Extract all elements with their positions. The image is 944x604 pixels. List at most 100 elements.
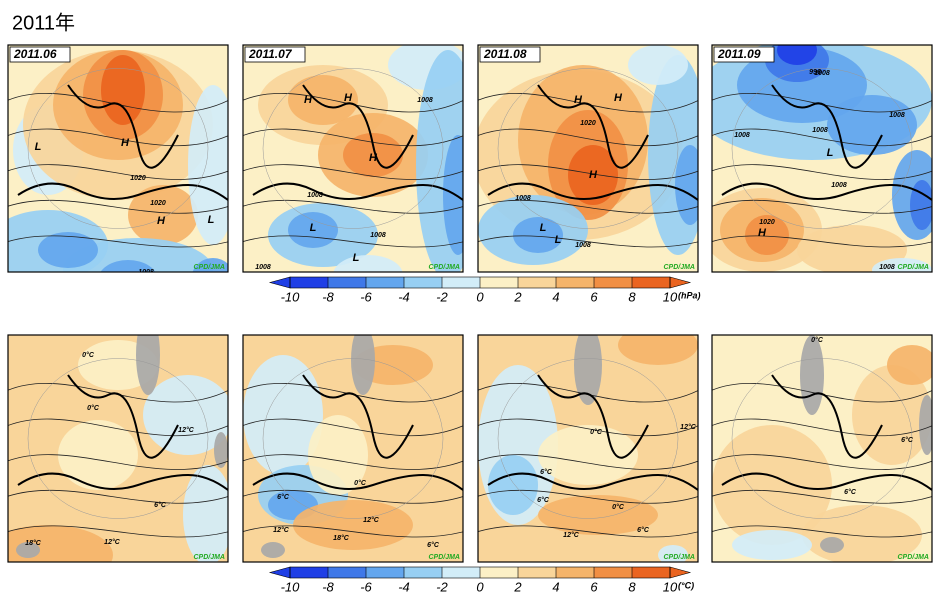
anomaly-area — [63, 238, 213, 272]
anomaly-area — [628, 45, 688, 85]
contour-label: 0°C — [87, 404, 100, 412]
panel-label-box — [244, 46, 306, 63]
contour-line — [712, 454, 932, 470]
colorbar-tick-label: -8 — [322, 289, 334, 304]
contour-label: 6°C — [540, 468, 553, 476]
contour-line — [8, 454, 228, 470]
anomaly-area — [101, 55, 145, 125]
contour-line — [712, 489, 932, 504]
panel-frame — [711, 44, 933, 273]
colorbar-segment — [442, 277, 480, 288]
anomaly-area — [568, 145, 618, 205]
panel-frame — [242, 334, 464, 563]
contour-line — [712, 525, 932, 538]
contour-label: 6°C — [277, 493, 290, 501]
colorbar-tick-label: -8 — [322, 579, 334, 594]
colorbar-tick-label: -4 — [398, 579, 410, 594]
contour-label: 6°C — [427, 541, 440, 549]
anomaly-area — [192, 258, 228, 272]
contour-line — [243, 525, 463, 538]
anomaly-area — [872, 258, 932, 272]
colorbar-segment — [632, 277, 670, 288]
figure-title: 2011年 — [12, 11, 75, 34]
contour-label: 1008 — [370, 232, 386, 239]
colorbar-tick-label: -2 — [436, 579, 448, 594]
colorbar-segment — [328, 277, 366, 288]
colorbar-tick-label: 2 — [513, 579, 522, 594]
colorbar-segment — [442, 567, 480, 578]
colorbar-tick-label: 6 — [590, 579, 598, 594]
anomaly-area — [58, 420, 138, 490]
anomaly-area — [732, 530, 812, 560]
anomaly-area — [188, 85, 228, 245]
colorbar-tick-label: 8 — [628, 579, 636, 594]
contour-line — [478, 525, 698, 538]
contour-label: 0°C — [811, 336, 824, 344]
colorbar-unit: (°C) — [678, 580, 694, 590]
credit-label: CPD/JMA — [428, 554, 460, 561]
colorbar-tick-label: -4 — [398, 289, 410, 304]
coastline — [487, 84, 698, 201]
colorbar-end — [669, 276, 692, 289]
contour-label: L — [310, 222, 317, 234]
anomaly-area — [443, 135, 463, 255]
anomaly-area — [488, 455, 538, 515]
colorbar-segment — [556, 567, 594, 578]
colorbar-segment — [366, 277, 404, 288]
latitude-circle — [27, 68, 209, 229]
contour-line — [712, 418, 932, 437]
colorbar-segment — [480, 277, 518, 288]
contour-label: 1008 — [879, 264, 895, 271]
contour-line — [243, 489, 463, 504]
contour-label: 1008 — [889, 112, 905, 119]
colorbar-end — [268, 566, 291, 579]
contour-label: L — [827, 147, 834, 159]
anomaly-area — [538, 425, 638, 485]
colorbar-tick-label: 4 — [552, 289, 559, 304]
contour-label: 1008 — [255, 264, 271, 271]
contour-label: 0°C — [612, 503, 625, 511]
colorbar-tick-label: -10 — [281, 289, 301, 304]
colorbar-segment — [404, 567, 442, 578]
contour-line — [243, 454, 463, 470]
contour-label: H — [369, 152, 378, 164]
colorbar-unit: (hPa) — [678, 290, 701, 300]
contour-label: 1008 — [831, 182, 847, 189]
contour-line — [8, 164, 228, 180]
contour-label: L — [353, 252, 360, 264]
contour-label: 1020 — [580, 120, 596, 127]
anomaly-area — [910, 180, 932, 230]
contour-label: H — [121, 137, 130, 149]
contour-label: H — [589, 169, 598, 181]
contour-label: 0°C — [82, 351, 95, 359]
panel-frame — [711, 334, 933, 563]
colorbar-segment — [594, 277, 632, 288]
coastline — [17, 84, 228, 201]
colorbar-segment — [366, 567, 404, 578]
colorbar-segment — [518, 567, 556, 578]
contour-label: H — [574, 94, 583, 106]
contour-label: 1008 — [307, 192, 323, 199]
contour-label: 12°C — [363, 516, 380, 524]
contour-label: 6°C — [901, 436, 914, 444]
colorbar-tick-label: -6 — [360, 289, 372, 304]
colorbar-end — [268, 276, 291, 289]
contour-label: 12°C — [563, 531, 580, 539]
contour-label: 1008 — [812, 127, 828, 134]
contour-label: 1008 — [138, 269, 154, 276]
coastline — [252, 374, 463, 491]
contour-line — [8, 418, 228, 437]
colorbar-segment — [290, 567, 328, 578]
anomaly-area — [16, 542, 40, 558]
anomaly-area — [136, 335, 160, 395]
contour-label: 1020 — [759, 219, 775, 226]
anomaly-area — [820, 537, 844, 553]
panel-label: 2011.09 — [717, 47, 761, 61]
contour-label: L — [210, 276, 217, 288]
contour-label: L — [117, 284, 124, 296]
coastline — [721, 374, 932, 491]
map-panel: L H 1020 1020 H L 1008 L L CPD/JMA — [8, 45, 228, 296]
contour-label: L — [555, 234, 562, 246]
contour-line — [478, 489, 698, 504]
contour-line — [478, 164, 698, 180]
